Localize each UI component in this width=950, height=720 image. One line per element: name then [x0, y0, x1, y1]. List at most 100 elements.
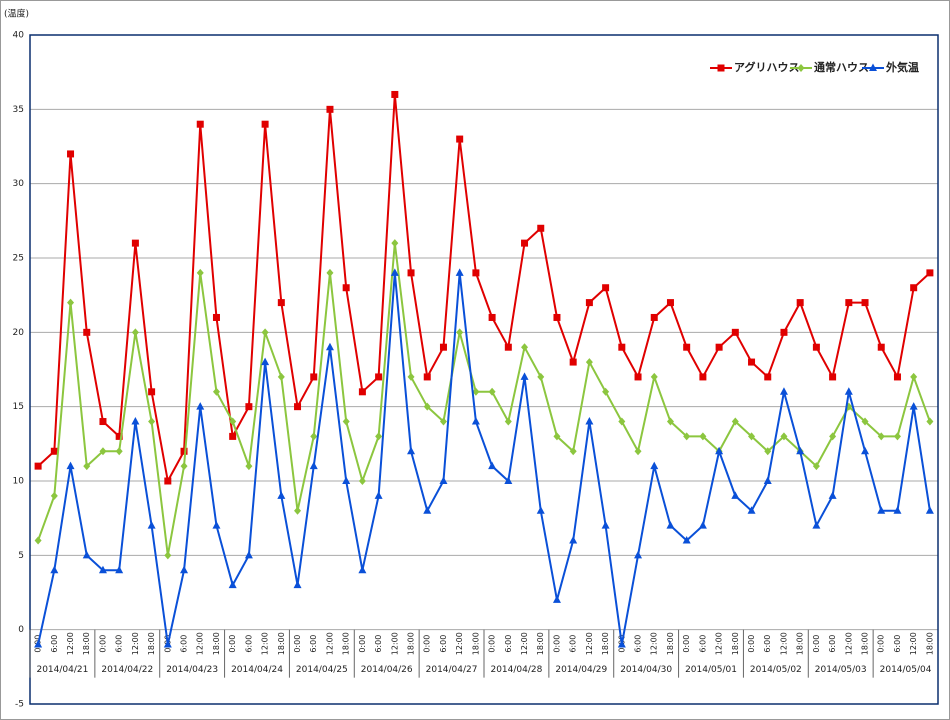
- marker: [536, 506, 545, 514]
- marker: [650, 372, 658, 381]
- x-tick-label: 18:00: [147, 632, 156, 655]
- x-tick-label: 0:00: [812, 635, 821, 653]
- legend-label: アグリハウス: [734, 60, 799, 74]
- marker: [861, 446, 870, 455]
- marker: [164, 477, 172, 485]
- marker: [131, 239, 139, 247]
- x-tick-label: 18:00: [601, 632, 610, 655]
- y-axis-label: (温度): [4, 8, 29, 20]
- marker: [861, 417, 869, 426]
- marker: [326, 268, 334, 277]
- marker: [423, 506, 432, 514]
- marker: [391, 90, 399, 98]
- marker: [617, 640, 626, 648]
- marker: [683, 343, 691, 351]
- marker: [666, 521, 675, 529]
- marker: [423, 402, 431, 411]
- x-tick-label: 0:00: [488, 635, 497, 653]
- marker: [861, 299, 869, 307]
- legend-marker: [869, 63, 877, 71]
- x-tick-label: 0:00: [747, 635, 756, 653]
- marker: [504, 343, 512, 351]
- x-tick-label: 18:00: [277, 632, 286, 655]
- x-tick-label: 12:00: [779, 632, 788, 655]
- x-tick-label: 6:00: [634, 635, 643, 653]
- marker: [294, 403, 302, 411]
- marker: [504, 417, 512, 426]
- x-tick-label: 0:00: [293, 635, 302, 653]
- x-tick-label: 6:00: [115, 635, 124, 653]
- marker: [196, 120, 204, 128]
- marker: [666, 299, 674, 307]
- marker: [553, 313, 561, 321]
- marker: [293, 580, 302, 589]
- marker: [683, 432, 691, 441]
- marker: [294, 506, 302, 515]
- group-label: 2014/04/30: [620, 665, 672, 675]
- marker: [66, 461, 75, 470]
- marker: [715, 446, 724, 455]
- marker: [910, 284, 918, 292]
- marker: [812, 462, 820, 471]
- y-tick-label: 15: [13, 402, 24, 412]
- marker: [180, 447, 188, 455]
- marker: [277, 491, 286, 499]
- marker: [212, 313, 220, 321]
- marker: [423, 373, 431, 381]
- x-tick-label: 18:00: [666, 632, 675, 655]
- marker: [407, 446, 416, 455]
- marker: [245, 403, 253, 411]
- y-tick-label: 5: [18, 551, 24, 561]
- marker: [779, 387, 788, 395]
- x-tick-label: 18:00: [407, 632, 416, 655]
- marker: [909, 402, 918, 410]
- x-tick-label: 12:00: [66, 632, 75, 655]
- marker: [585, 417, 594, 425]
- marker: [390, 268, 399, 276]
- marker: [439, 417, 447, 426]
- marker: [439, 343, 447, 351]
- group-label: 2014/04/24: [231, 665, 283, 675]
- marker: [602, 284, 610, 292]
- marker: [634, 373, 642, 381]
- marker: [520, 372, 529, 380]
- marker: [472, 387, 480, 396]
- marker: [877, 432, 885, 441]
- y-tick-label: 35: [13, 105, 24, 115]
- marker: [245, 462, 253, 471]
- marker: [926, 417, 934, 426]
- marker: [67, 150, 75, 158]
- group-label: 2014/04/29: [555, 665, 607, 675]
- group-label: 2014/05/03: [815, 665, 867, 675]
- x-tick-label: 6:00: [569, 635, 578, 653]
- marker: [83, 328, 91, 336]
- x-tick-label: 18:00: [212, 632, 221, 655]
- marker: [456, 328, 464, 337]
- marker: [618, 417, 626, 426]
- x-tick-label: 6:00: [374, 635, 383, 653]
- marker: [731, 491, 740, 499]
- marker: [99, 447, 107, 456]
- marker: [682, 535, 691, 544]
- marker: [358, 477, 366, 485]
- marker: [277, 372, 285, 381]
- x-tick-label: 6:00: [180, 635, 189, 653]
- x-tick-label: 12:00: [844, 632, 853, 655]
- marker: [342, 476, 351, 484]
- y-tick-label: 25: [13, 254, 24, 264]
- marker: [50, 491, 58, 500]
- x-tick-label: 12:00: [520, 632, 529, 655]
- y-tick-label: 10: [13, 477, 25, 487]
- x-tick-label: 0:00: [358, 635, 367, 653]
- marker: [439, 476, 448, 484]
- marker: [537, 224, 545, 232]
- marker: [796, 446, 805, 455]
- marker: [731, 328, 739, 336]
- marker: [358, 565, 367, 574]
- marker: [34, 536, 42, 545]
- marker: [310, 432, 318, 441]
- x-tick-label: 0:00: [877, 635, 886, 653]
- marker: [212, 521, 221, 529]
- marker: [99, 418, 107, 426]
